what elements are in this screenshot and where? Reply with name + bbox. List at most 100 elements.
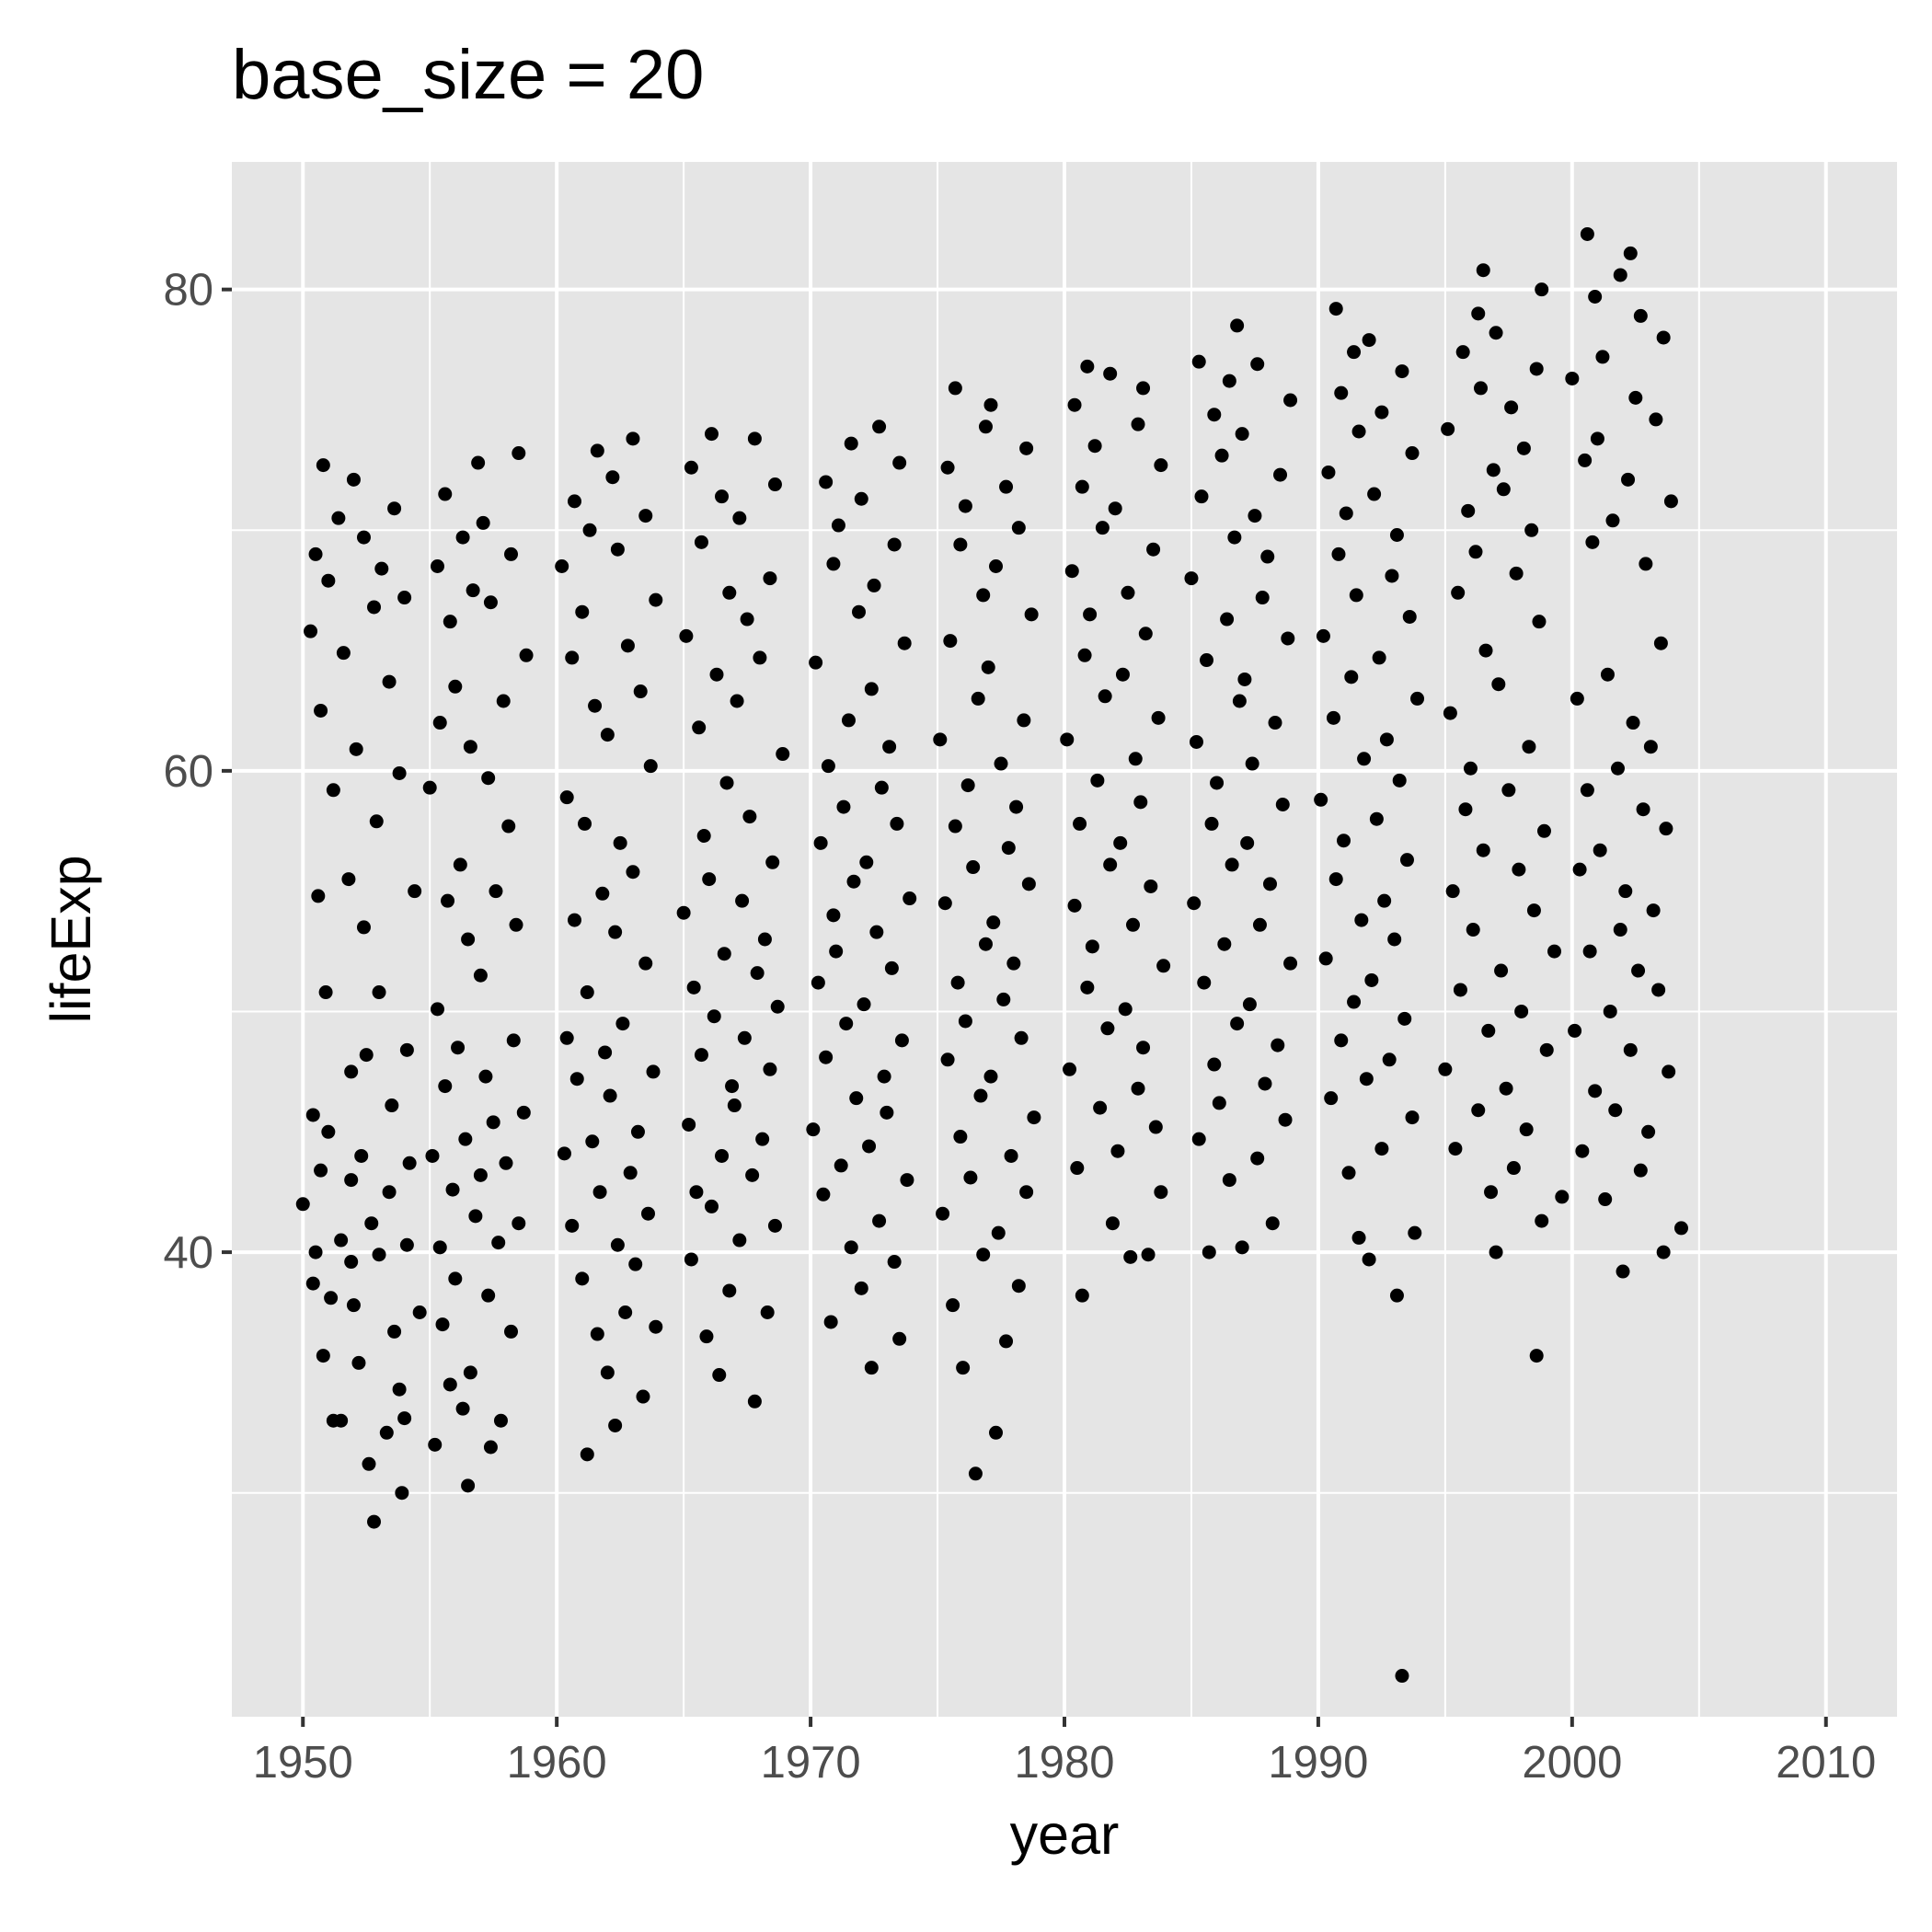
data-point [567, 913, 581, 927]
chart-title: base_size = 20 [232, 36, 705, 114]
data-point [1222, 1173, 1236, 1188]
data-point [887, 537, 902, 552]
data-point [1328, 302, 1343, 316]
data-point [1653, 636, 1668, 650]
data-point [559, 790, 574, 805]
data-point [1278, 1112, 1293, 1127]
data-point [1252, 917, 1267, 932]
data-point [1580, 783, 1594, 798]
data-point [1600, 667, 1615, 682]
data-point [826, 557, 841, 571]
data-point [742, 810, 757, 824]
data-point [1631, 963, 1646, 978]
data-point [1578, 453, 1593, 467]
data-point [1547, 944, 1562, 959]
data-point [372, 1248, 386, 1262]
data-point [483, 595, 498, 610]
data-point [834, 1158, 848, 1173]
data-point [387, 501, 402, 516]
data-point [356, 920, 371, 935]
data-point [1011, 521, 1026, 535]
data-point [1461, 503, 1476, 518]
data-point [1595, 350, 1610, 364]
data-point [1651, 983, 1666, 997]
data-point [715, 489, 730, 504]
data-point [940, 460, 955, 475]
data-point [884, 960, 899, 975]
data-point [441, 893, 455, 908]
data-point [900, 1173, 914, 1188]
data-point [1024, 607, 1039, 622]
data-point [704, 427, 719, 442]
data-point [999, 1334, 1014, 1349]
data-point [369, 814, 384, 829]
data-point [435, 1317, 450, 1332]
data-point [1535, 282, 1549, 297]
data-point [1626, 716, 1640, 730]
data-point [1326, 710, 1340, 725]
data-point [1123, 1249, 1138, 1264]
data-point [1133, 795, 1148, 810]
data-point [1362, 333, 1376, 348]
data-point [608, 1418, 623, 1432]
data-point [588, 698, 603, 713]
data-point [516, 1105, 531, 1120]
data-point [385, 1098, 399, 1113]
data-point [852, 604, 867, 619]
data-point [506, 1033, 521, 1048]
data-point [1471, 1103, 1486, 1118]
data-point [1189, 734, 1203, 749]
data-point [341, 872, 356, 887]
data-point [1265, 1216, 1280, 1231]
data-point [953, 537, 968, 552]
data-point [1623, 246, 1638, 260]
data-point [1582, 944, 1597, 959]
data-point [829, 944, 844, 959]
data-point [684, 1252, 698, 1267]
data-point [1255, 591, 1270, 605]
data-point [747, 431, 762, 446]
data-point [1067, 898, 1082, 913]
data-point [892, 1331, 907, 1346]
data-point [1379, 732, 1394, 747]
data-point [682, 1117, 696, 1132]
data-point [399, 1042, 414, 1057]
data-point [432, 1240, 447, 1255]
data-point [397, 1411, 412, 1426]
data-point [1441, 421, 1455, 436]
data-point [344, 1255, 359, 1270]
data-point [874, 780, 889, 795]
data-point [740, 612, 754, 627]
data-point [1240, 835, 1255, 850]
data-point [981, 660, 995, 674]
data-point [1110, 1144, 1125, 1158]
data-point [732, 511, 747, 525]
data-point [367, 600, 382, 615]
x-tick-label: 1970 [761, 1738, 861, 1788]
data-point [940, 1052, 955, 1067]
data-point [1334, 1033, 1349, 1048]
data-point [326, 783, 340, 798]
data-point [595, 886, 610, 901]
data-point [1080, 980, 1095, 995]
data-point [493, 1413, 508, 1428]
data-point [608, 925, 623, 939]
data-point [1273, 467, 1288, 482]
data-point [872, 1213, 887, 1228]
data-point [1357, 752, 1372, 766]
data-point [575, 604, 590, 619]
data-point [1321, 465, 1336, 479]
data-point [1070, 1161, 1085, 1176]
data-point [1385, 569, 1399, 583]
data-point [1001, 841, 1016, 856]
data-point [956, 1361, 971, 1375]
data-point [557, 1146, 571, 1161]
data-point [1633, 1163, 1648, 1178]
data-point [1354, 913, 1369, 927]
data-point [626, 865, 640, 880]
data-point [971, 691, 985, 706]
data-point [854, 1281, 868, 1295]
data-point [877, 1069, 891, 1084]
data-point [755, 1132, 770, 1146]
